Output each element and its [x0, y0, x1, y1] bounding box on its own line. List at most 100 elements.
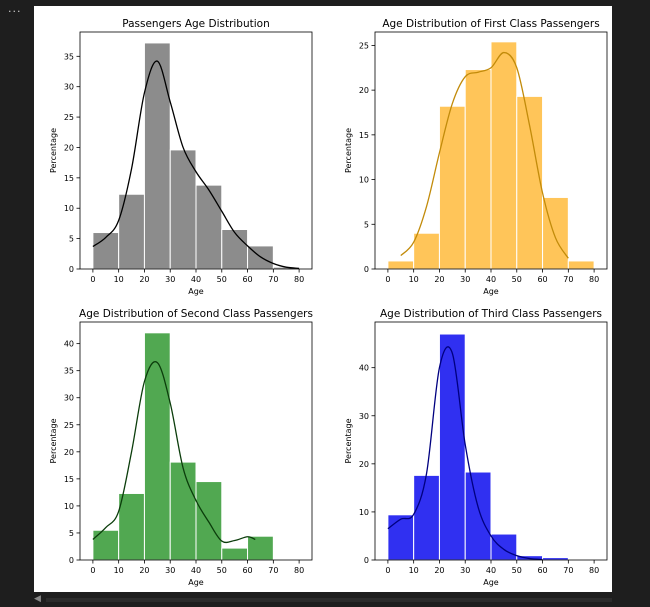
histogram-bar: [490, 41, 518, 270]
y-axis-label: Percentage: [344, 128, 353, 173]
histogram-bar: [143, 42, 171, 270]
x-tick-label: 60: [537, 275, 547, 284]
y-tick-label: 5: [69, 235, 74, 244]
y-tick-label: 15: [359, 131, 369, 140]
x-tick-label: 40: [486, 275, 496, 284]
chart-title: Age Distribution of First Class Passenge…: [382, 18, 599, 30]
x-tick-label: 70: [268, 275, 278, 284]
y-axis-label: Percentage: [344, 418, 353, 463]
y-tick-label: 0: [69, 556, 74, 565]
x-axis-label: Age: [188, 287, 204, 296]
y-tick-label: 30: [64, 394, 74, 403]
chart-title: Age Distribution of Second Class Passeng…: [79, 308, 313, 320]
x-tick-label: 60: [242, 566, 252, 575]
x-tick-label: 40: [191, 275, 201, 284]
y-tick-label: 15: [64, 475, 74, 484]
histogram-bar: [221, 547, 249, 561]
y-tick-label: 20: [359, 86, 369, 95]
x-tick-label: 70: [563, 566, 573, 575]
x-tick-label: 30: [460, 275, 470, 284]
y-tick-label: 25: [64, 113, 74, 122]
histogram-bar: [195, 481, 223, 561]
histogram-bar: [387, 260, 415, 270]
x-tick-label: 60: [242, 275, 252, 284]
x-tick-label: 70: [563, 275, 573, 284]
y-tick-label: 20: [359, 460, 369, 469]
histogram-bar: [92, 232, 120, 270]
y-axis-label: Percentage: [49, 128, 58, 173]
histogram-bar: [413, 232, 440, 270]
x-tick-label: 0: [90, 566, 95, 575]
histogram-bar: [567, 260, 595, 270]
x-tick-label: 50: [217, 275, 227, 284]
chart-title: Passengers Age Distribution: [122, 18, 270, 30]
histogram-bar: [387, 514, 415, 561]
y-tick-label: 35: [64, 52, 74, 61]
histogram-bar: [438, 105, 466, 270]
x-tick-label: 50: [217, 566, 227, 575]
x-tick-label: 10: [114, 275, 124, 284]
x-tick-label: 50: [512, 275, 522, 284]
subplot-3: 0 10 20 30 40 50 60 70 80 0 5 10 15 20 25 30 35 40 Age Dis…: [49, 308, 313, 587]
histogram-bar: [195, 184, 223, 270]
kde-line: [92, 361, 256, 544]
histogram-bar: [169, 461, 197, 561]
cell-output-ellipsis: ...: [8, 2, 22, 15]
histogram-bar: [247, 535, 274, 561]
y-tick-label: 10: [359, 508, 369, 517]
y-tick-label: 10: [64, 204, 74, 213]
x-tick-label: 30: [460, 566, 470, 575]
y-tick-label: 35: [64, 367, 74, 376]
x-tick-label: 0: [385, 566, 390, 575]
histogram-bar: [464, 471, 492, 561]
x-tick-label: 50: [512, 566, 522, 575]
histogram-bar: [438, 333, 466, 561]
x-tick-label: 0: [90, 275, 95, 284]
y-tick-label: 30: [359, 412, 369, 421]
x-tick-label: 10: [409, 566, 419, 575]
x-tick-label: 0: [385, 275, 390, 284]
kde-line: [92, 60, 300, 270]
chart-title: Age Distribution of Third Class Passenge…: [380, 308, 602, 320]
y-tick-label: 0: [69, 265, 74, 274]
x-axis-label: Age: [483, 287, 499, 296]
subplot-2: 0 10 20 30 40 50 60 70 80 0 5 10 15 20 25 Age Distribut…: [344, 18, 608, 296]
histogram-bar: [464, 69, 492, 270]
x-axis-label: Age: [188, 578, 204, 587]
kde-line: [400, 51, 569, 259]
x-tick-label: 80: [294, 275, 304, 284]
x-tick-label: 80: [589, 566, 599, 575]
y-tick-label: 30: [64, 83, 74, 92]
histogram-bar: [143, 332, 171, 561]
scroll-left-arrow-icon[interactable]: ◀: [34, 594, 41, 604]
histogram-bar: [169, 149, 197, 270]
y-tick-label: 10: [64, 502, 74, 511]
x-tick-label: 20: [139, 566, 149, 575]
histogram-bar: [413, 474, 440, 561]
x-tick-label: 60: [537, 566, 547, 575]
x-axis-label: Age: [483, 578, 499, 587]
figure-canvas: 0 10 20 30 40 50 60 70 80 0 5 10 15 20 25 30 35 Passenger…: [34, 6, 612, 592]
y-tick-label: 5: [69, 529, 74, 538]
y-tick-label: 0: [364, 556, 369, 565]
y-tick-label: 40: [359, 364, 369, 373]
x-tick-label: 20: [139, 275, 149, 284]
histogram-bar: [221, 229, 249, 270]
y-axis-label: Percentage: [49, 418, 58, 463]
y-tick-label: 20: [64, 448, 74, 457]
y-tick-label: 25: [359, 41, 369, 50]
horizontal-scrollbar[interactable]: [46, 598, 612, 602]
y-tick-label: 10: [359, 176, 369, 185]
x-tick-label: 10: [114, 566, 124, 575]
x-tick-label: 40: [191, 566, 201, 575]
y-tick-label: 20: [64, 143, 74, 152]
subplot-1: 0 10 20 30 40 50 60 70 80 0 5 10 15 20 25 30 35 Passenger…: [49, 18, 313, 296]
histogram-bar: [118, 193, 145, 270]
x-tick-label: 40: [486, 566, 496, 575]
y-tick-label: 5: [364, 220, 369, 229]
y-tick-label: 40: [64, 340, 74, 349]
x-tick-label: 10: [409, 275, 419, 284]
x-tick-label: 80: [589, 275, 599, 284]
x-tick-label: 80: [294, 566, 304, 575]
histogram-bar: [490, 533, 518, 561]
